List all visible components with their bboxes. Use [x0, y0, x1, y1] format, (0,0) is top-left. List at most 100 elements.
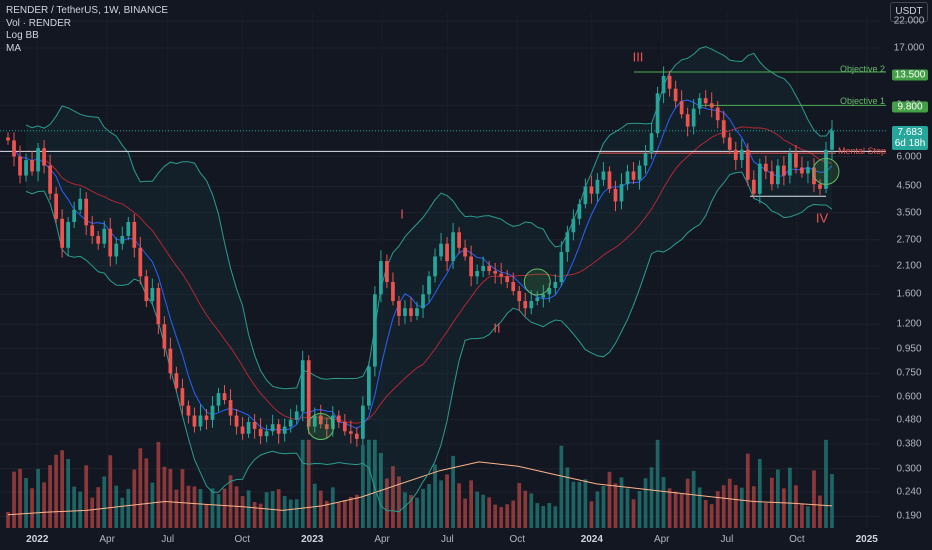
x-tick-label: Oct: [509, 534, 526, 545]
candle: [553, 273, 558, 295]
candle-body: [409, 308, 413, 316]
candle-body: [162, 324, 167, 349]
candle-body: [529, 301, 534, 309]
volume-bar: [348, 496, 353, 528]
candle-body: [553, 282, 558, 288]
volume-bar: [776, 469, 780, 528]
candle: [102, 220, 107, 248]
volume-bar: [481, 494, 486, 528]
candle: [186, 400, 191, 424]
candle-body: [84, 198, 89, 226]
volume-bar: [216, 494, 221, 528]
volume-bar: [264, 492, 269, 528]
candle-body: [180, 388, 185, 406]
candle-body: [511, 282, 516, 292]
candle-body: [318, 415, 323, 425]
candle: [391, 272, 395, 306]
candle: [354, 427, 359, 447]
volume-bar: [529, 493, 534, 528]
candle-body: [757, 163, 762, 194]
candle: [228, 389, 233, 426]
candle: [258, 417, 263, 445]
candle-body: [631, 171, 636, 180]
volume-bar: [397, 476, 401, 528]
volume-bar: [511, 500, 516, 528]
candle-body: [523, 301, 528, 309]
candle: [385, 254, 389, 289]
volume-bar: [541, 505, 546, 528]
candle: [763, 155, 768, 180]
candle: [794, 145, 798, 174]
y-tick-label: 0.950: [896, 343, 922, 355]
candle: [703, 90, 708, 108]
x-tick-label: 2022: [26, 534, 49, 545]
candle: [487, 260, 492, 276]
volume-bar: [354, 494, 359, 528]
volume-bar: [661, 477, 666, 528]
volume-bar: [745, 453, 750, 528]
candle-body: [763, 163, 768, 172]
volume-ma-line: [7, 461, 833, 516]
candle-body: [373, 294, 377, 367]
highlight-circle: [812, 157, 840, 185]
candle-body: [186, 405, 191, 416]
volume-bar: [198, 489, 203, 528]
candle-body: [439, 243, 443, 257]
volume-bar: [535, 503, 540, 528]
objective2-label: Objective 2: [840, 64, 886, 74]
volume-bar: [162, 466, 167, 528]
volume-bar: [210, 488, 215, 528]
candle-body: [264, 431, 269, 437]
volume-bar: [367, 439, 371, 528]
currency-button[interactable]: USDT: [890, 2, 928, 22]
volume-bar: [6, 511, 10, 528]
candle-body: [565, 232, 570, 253]
volume-bar: [769, 477, 774, 528]
candle-body: [36, 148, 40, 172]
volume-bar: [499, 507, 504, 528]
candle-body: [150, 287, 155, 302]
candle-body: [403, 308, 407, 316]
candle: [282, 418, 287, 442]
volume-bar: [409, 495, 413, 528]
highlight-circle: [523, 268, 551, 296]
y-tick-label: 6.000: [896, 151, 922, 162]
volume-bar: [703, 500, 708, 528]
candle: [138, 236, 143, 285]
volume-bar: [559, 445, 564, 528]
candle-body: [60, 218, 64, 248]
volume-bar: [138, 448, 143, 528]
candle-body: [818, 184, 822, 189]
chart-legend: RENDER / TetherUS, 1W, BINANCE Vol · REN…: [6, 5, 168, 55]
candle-body: [445, 243, 449, 262]
candle-body: [745, 149, 750, 180]
volume-bar: [282, 496, 287, 528]
volume-bar: [523, 490, 528, 528]
candle: [559, 241, 564, 287]
candle-body: [487, 265, 492, 272]
level-lines: [0, 71, 886, 197]
y-tick-label: 0.600: [896, 391, 922, 403]
candle-body: [493, 271, 498, 274]
candle: [535, 291, 540, 306]
candle-body: [198, 415, 203, 427]
candle: [24, 153, 28, 182]
volume-bar: [96, 487, 101, 528]
volume-bar: [757, 458, 762, 528]
candle: [607, 166, 612, 194]
candle: [216, 388, 221, 412]
candle: [42, 140, 46, 174]
candle: [252, 413, 257, 439]
candle-body: [12, 140, 16, 157]
volume-bar: [631, 499, 636, 528]
volume-bar: [806, 506, 810, 528]
y-tick-label: 4.500: [896, 180, 922, 192]
volume-bar: [42, 482, 46, 528]
volume-bar: [144, 458, 149, 528]
candle: [264, 424, 269, 443]
candle: [126, 216, 131, 241]
candle-body: [499, 273, 504, 277]
volume-bar: [679, 493, 684, 528]
volume-bar: [336, 502, 341, 528]
